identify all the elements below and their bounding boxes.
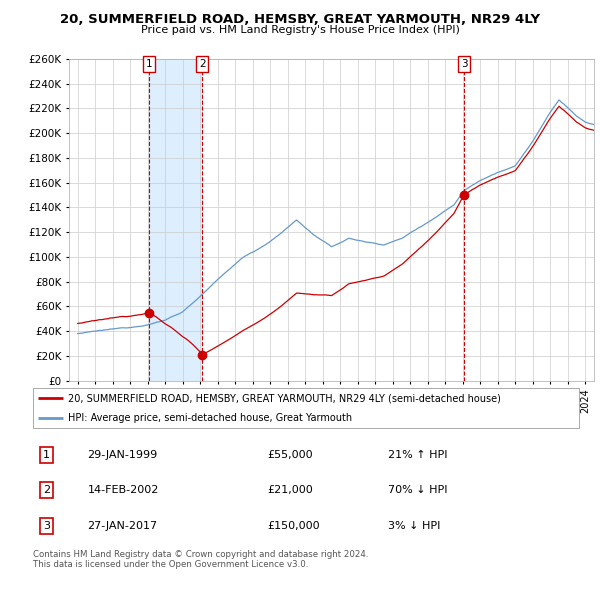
Text: £55,000: £55,000 xyxy=(268,450,313,460)
Text: 1: 1 xyxy=(43,450,50,460)
Bar xyxy=(149,59,202,381)
Text: 21% ↑ HPI: 21% ↑ HPI xyxy=(388,450,448,460)
Text: 3% ↓ HPI: 3% ↓ HPI xyxy=(388,521,440,531)
Text: 1: 1 xyxy=(146,59,152,69)
Text: 3: 3 xyxy=(43,521,50,531)
Text: 2: 2 xyxy=(43,486,50,495)
Text: Price paid vs. HM Land Registry's House Price Index (HPI): Price paid vs. HM Land Registry's House … xyxy=(140,25,460,35)
Text: 20, SUMMERFIELD ROAD, HEMSBY, GREAT YARMOUTH, NR29 4LY: 20, SUMMERFIELD ROAD, HEMSBY, GREAT YARM… xyxy=(60,13,540,26)
Text: 29-JAN-1999: 29-JAN-1999 xyxy=(88,450,158,460)
Text: 14-FEB-2002: 14-FEB-2002 xyxy=(88,486,159,495)
Text: 27-JAN-2017: 27-JAN-2017 xyxy=(88,521,158,531)
Text: 20, SUMMERFIELD ROAD, HEMSBY, GREAT YARMOUTH, NR29 4LY (semi-detached house): 20, SUMMERFIELD ROAD, HEMSBY, GREAT YARM… xyxy=(68,394,502,404)
Text: 2: 2 xyxy=(199,59,206,69)
Text: HPI: Average price, semi-detached house, Great Yarmouth: HPI: Average price, semi-detached house,… xyxy=(68,413,353,422)
Text: 3: 3 xyxy=(461,59,467,69)
Text: £150,000: £150,000 xyxy=(268,521,320,531)
Text: 70% ↓ HPI: 70% ↓ HPI xyxy=(388,486,448,495)
Text: Contains HM Land Registry data © Crown copyright and database right 2024.
This d: Contains HM Land Registry data © Crown c… xyxy=(33,550,368,569)
Text: £21,000: £21,000 xyxy=(268,486,314,495)
